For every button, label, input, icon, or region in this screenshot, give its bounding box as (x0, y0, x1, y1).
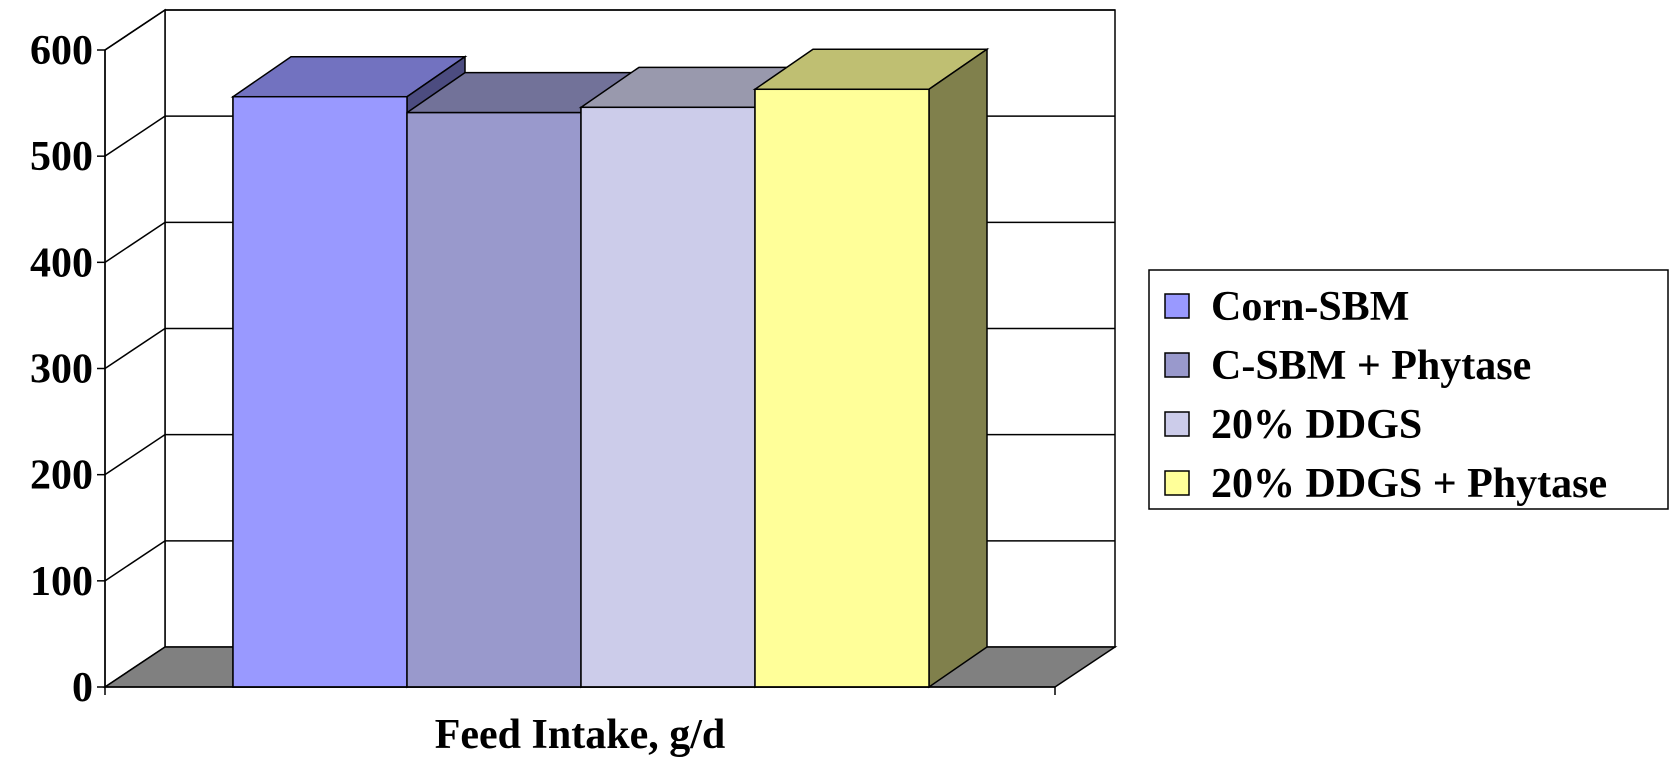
legend-swatch (1164, 470, 1190, 496)
gridline-diagonal (104, 221, 166, 263)
legend: Corn-SBM C-SBM + Phytase 20% DDGS 20% DDGS … (1148, 269, 1669, 510)
bar-side (928, 47, 988, 689)
y-tick-label: 600 (30, 28, 93, 74)
legend-swatch (1164, 411, 1190, 437)
legend-item: 20% DDGS + Phytase (1164, 461, 1607, 507)
legend-label: 20% DDGS + Phytase (1211, 461, 1607, 507)
y-axis: 0 100 200 300 400 500 600 (30, 28, 1056, 711)
legend-label: Corn-SBM (1211, 284, 1409, 330)
gridline-diagonal (104, 434, 166, 476)
legend-swatch (1164, 293, 1190, 319)
legend-item: C-SBM + Phytase (1164, 343, 1531, 389)
legend-label: C-SBM + Phytase (1211, 343, 1531, 389)
bar-front-overlay (232, 95, 408, 688)
legend-box (1148, 269, 1669, 510)
bars (230, 47, 990, 689)
legend-label: 20% DDGS (1211, 402, 1422, 448)
legend-swatch (1164, 352, 1190, 378)
y-tick-label: 500 (30, 134, 93, 180)
y-tick-label: 200 (30, 453, 93, 499)
gridline-diagonal (104, 115, 166, 157)
y-tick-label: 100 (30, 559, 93, 605)
gridline-diagonal (104, 540, 166, 582)
x-axis-label: Feed Intake, g/d (435, 712, 726, 758)
bar-front-overlay (580, 106, 756, 688)
legend-item: 20% DDGS (1164, 402, 1422, 448)
gridline-diagonal (104, 9, 166, 51)
y-tick-label: 400 (30, 240, 93, 286)
y-tick-label: 0 (72, 665, 93, 711)
bar-front-overlay (754, 88, 930, 688)
gridline-diagonal (104, 327, 166, 370)
bar-front-overlay (406, 111, 582, 688)
legend-item: Corn-SBM (1164, 284, 1409, 330)
y-tick-label: 300 (30, 347, 93, 393)
